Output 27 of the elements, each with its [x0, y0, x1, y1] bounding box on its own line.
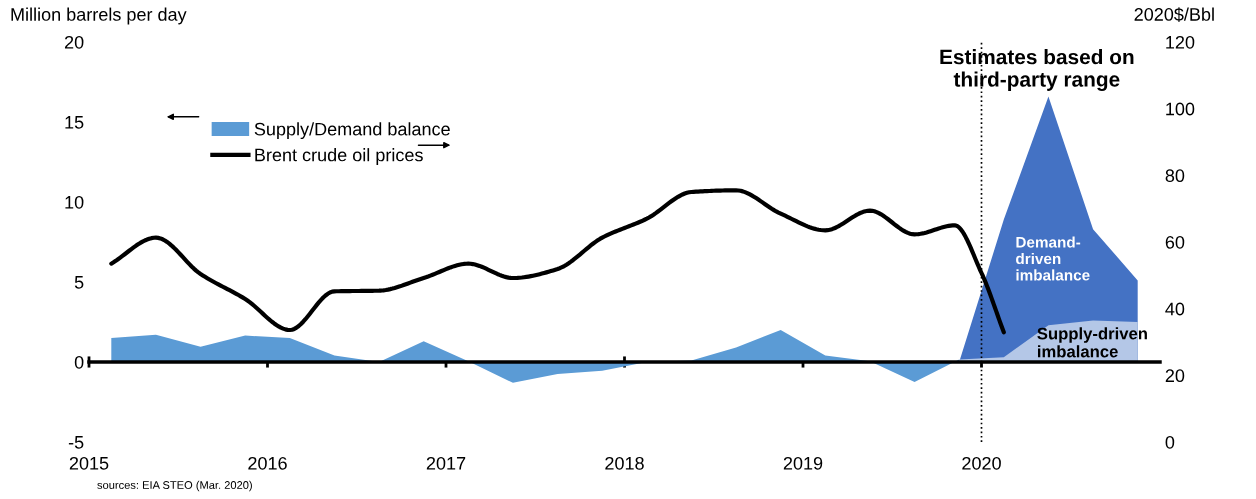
- y-tick-label: 5: [74, 276, 84, 289]
- x-tick-label: 2019: [783, 456, 823, 470]
- y2-tick-label: 20: [1165, 369, 1185, 383]
- annotation: Estimates based on third-party range: [940, 49, 1134, 91]
- y2-tick-label: 100: [1166, 102, 1195, 116]
- x-tick-label: 2016: [248, 456, 287, 470]
- legend-label: Brent crude oil prices: [255, 148, 423, 165]
- x-tick-label: 2020: [962, 456, 1001, 470]
- x-tick-label: 2018: [605, 456, 644, 470]
- y-tick-label: 10: [65, 195, 84, 209]
- y-tick-label: 20: [64, 35, 84, 49]
- y-tick-label: -5: [68, 436, 84, 449]
- y-tick-label: 15: [65, 116, 84, 129]
- y-axis-title: Million barrels per day: [11, 7, 187, 25]
- y2-tick-label: 40: [1165, 302, 1185, 316]
- y2-axis-title: 2020$/Bbl: [1134, 7, 1214, 22]
- y2-tick-label: 60: [1165, 235, 1185, 249]
- x-tick-label: 2015: [69, 456, 109, 470]
- y2-tick-label: 120: [1166, 35, 1195, 49]
- annotation: Demand- driven imbalance: [1016, 236, 1090, 281]
- y-tick-label: 0: [74, 355, 84, 369]
- x-tick-label: 2017: [426, 456, 466, 470]
- y2-tick-label: 80: [1165, 169, 1185, 183]
- legend-label: Supply/Demand balance: [254, 122, 450, 140]
- y2-tick-label: 0: [1165, 435, 1175, 449]
- source-note: sources: EIA STEO (Mar. 2020): [97, 480, 252, 492]
- annotation: Supply-driven imbalance: [1037, 327, 1147, 358]
